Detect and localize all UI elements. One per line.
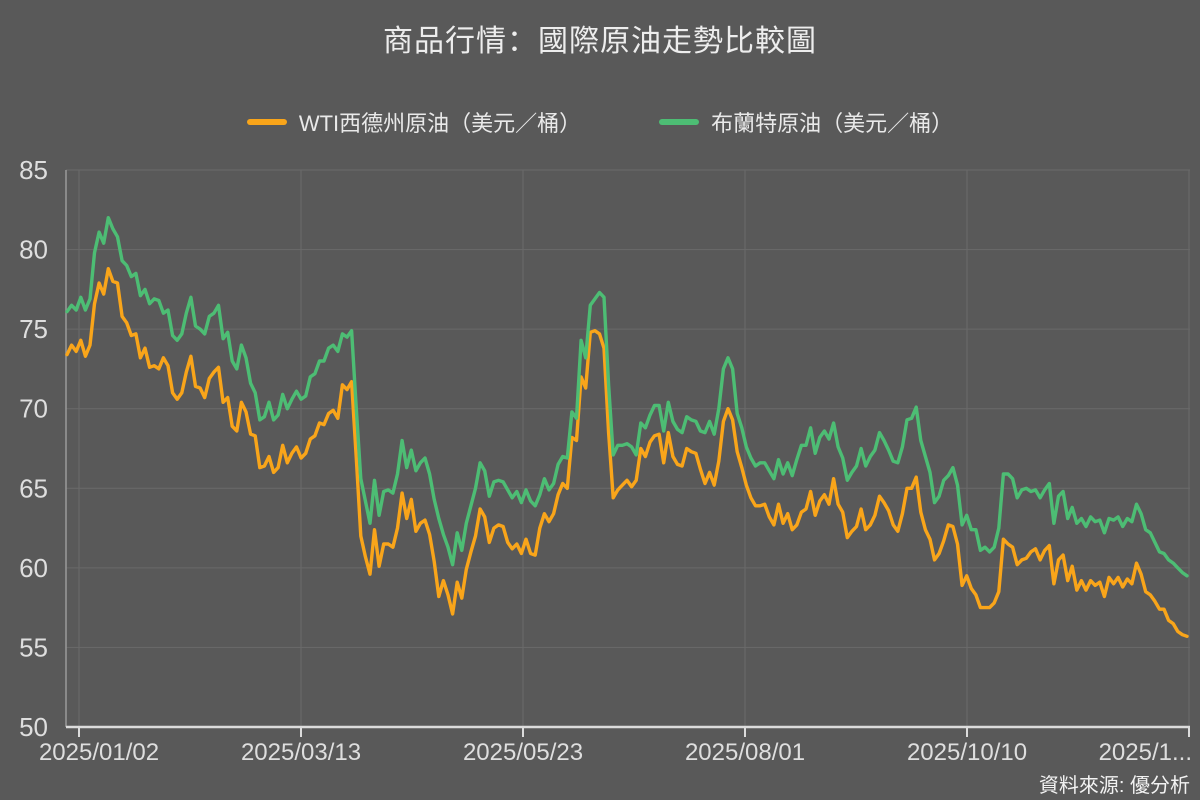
x-axis-label: 2025/1...	[1099, 739, 1192, 766]
y-axis-label: 70	[19, 394, 48, 424]
legend-item-wti[interactable]: WTI西德州原油（美元／桶）	[246, 106, 582, 138]
legend-label-brent: 布蘭特原油（美元／桶）	[711, 111, 954, 136]
brent-line-swatch-icon	[659, 119, 700, 125]
brent-price-line[interactable]	[65, 215, 1189, 578]
legend-label-wti: WTI西德州原油（美元／桶）	[298, 111, 582, 136]
wti-line-swatch-icon	[246, 119, 287, 125]
chart-title: 商品行情：國際原油走勢比較圖	[383, 25, 817, 58]
legend: WTI西德州原油（美元／桶） 布蘭特原油（美元／桶）	[0, 106, 1200, 138]
x-axis-label: 2025/01/02	[39, 739, 159, 766]
x-axis-label: 2025/10/10	[907, 739, 1027, 766]
y-axis-label: 75	[19, 314, 48, 344]
legend-item-brent[interactable]: 布蘭特原油（美元／桶）	[659, 106, 953, 138]
y-axis-label: 50	[19, 712, 48, 742]
wti-price-line[interactable]	[65, 267, 1189, 638]
y-axis-label: 65	[19, 473, 48, 503]
x-axis-label: 2025/08/01	[685, 739, 805, 766]
y-axis-label: 60	[19, 553, 48, 583]
y-axis-label: 80	[19, 235, 48, 265]
x-axis-label: 2025/03/13	[241, 739, 361, 766]
y-axis-label: 85	[19, 155, 48, 185]
x-axis-label: 2025/05/23	[463, 739, 583, 766]
y-axis-label: 55	[19, 632, 48, 662]
source-note: 資料來源: 優分析	[1038, 775, 1190, 797]
